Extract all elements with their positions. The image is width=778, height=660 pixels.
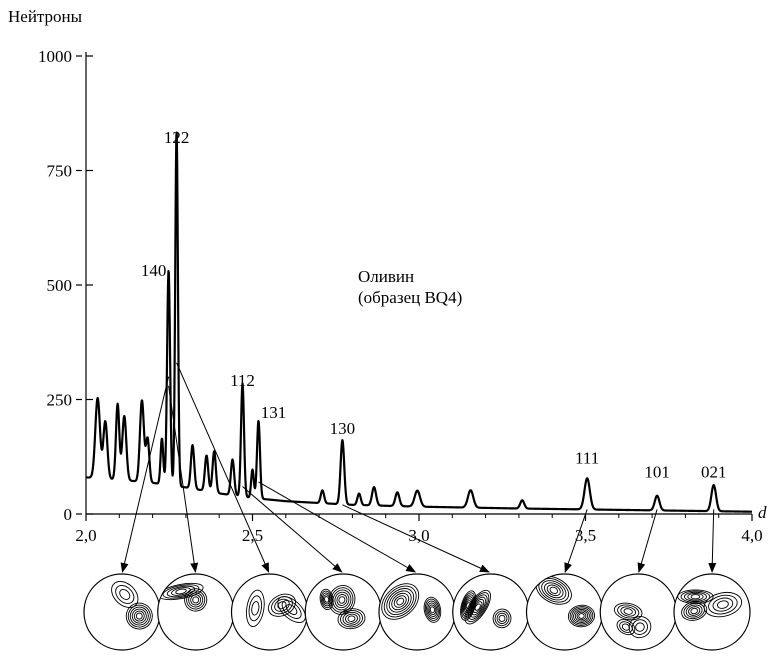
pole-figure-arrow — [258, 481, 417, 573]
pole-figure-arrow — [120, 376, 170, 573]
pole-figure-arrow — [342, 504, 490, 573]
peak-label-111: 111 — [575, 449, 599, 468]
pole-figure-4 — [304, 573, 382, 651]
peak-label-140: 140 — [141, 261, 167, 280]
y-tick-label: 500 — [47, 276, 73, 295]
y-tick-label: 250 — [47, 391, 73, 410]
y-axis-ticks: 0 250 500 750 1000 — [38, 47, 93, 524]
peak-label-101: 101 — [644, 462, 670, 481]
x-axis-title: d — [758, 503, 767, 522]
pole-figure-contours — [460, 589, 512, 629]
pole-figure-arrow — [708, 509, 717, 573]
peak-labels: 140 122 112 131 130 111 101 021 — [141, 128, 727, 481]
peak-label-122: 122 — [164, 128, 190, 147]
pole-figure-2 — [157, 573, 235, 651]
pole-figure-1 — [83, 573, 161, 651]
y-tick-label: 750 — [47, 162, 73, 181]
y-tick-label: 0 — [64, 505, 73, 524]
pole-figure-contours — [535, 575, 596, 628]
pole-figure-3 — [230, 573, 309, 651]
pole-figures — [83, 573, 751, 651]
neutron-spectrum-line — [85, 131, 753, 513]
pole-figure-contours — [111, 581, 153, 630]
pole-figure-outline — [378, 573, 456, 651]
pole-figure-contours — [677, 589, 743, 621]
pole-figure-7 — [525, 573, 604, 651]
peak-label-130: 130 — [330, 419, 356, 438]
pole-figure-outline — [599, 573, 677, 651]
pole-figure-8 — [599, 573, 677, 651]
pole-figure-arrow — [564, 509, 588, 573]
pole-figure-contours — [613, 602, 652, 639]
pole-figure-contours — [245, 589, 306, 627]
y-axis-title: Нейтроны — [8, 7, 83, 26]
pole-figure-contours — [381, 583, 442, 623]
peak-label-112: 112 — [230, 371, 255, 390]
sample-annotation-line2: (образец BQ4) — [358, 288, 462, 307]
pole-figure-5 — [378, 573, 456, 651]
x-tick-label: 3,0 — [408, 526, 429, 545]
pole-figure-arrows — [120, 362, 717, 573]
pole-figure-contours — [319, 585, 366, 630]
pole-figure-arrow — [168, 385, 199, 573]
peak-label-021: 021 — [701, 462, 727, 481]
pole-figure-arrow — [176, 362, 270, 573]
y-tick-label: 1000 — [38, 47, 72, 66]
pole-figure-9 — [673, 573, 751, 651]
pole-figure-6 — [452, 573, 530, 651]
sample-annotation-line1: Оливин — [358, 267, 414, 286]
pole-figure-arrow — [242, 486, 343, 573]
peak-label-131: 131 — [261, 403, 287, 422]
x-tick-label: 2,0 — [75, 526, 96, 545]
pole-figure-arrow — [637, 509, 658, 573]
x-tick-label: 4,0 — [741, 526, 762, 545]
